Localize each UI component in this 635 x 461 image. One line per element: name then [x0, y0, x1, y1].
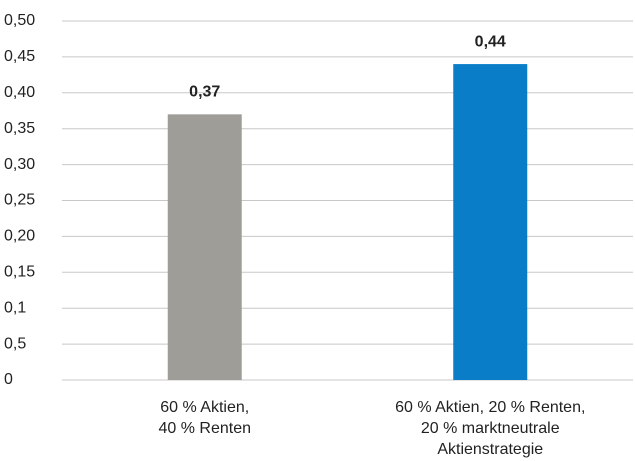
- y-tick-label: 0,15: [4, 264, 35, 281]
- value-label: 0,37: [189, 84, 220, 101]
- y-tick-label: 0,35: [4, 120, 35, 137]
- y-tick-label: 0,20: [4, 228, 35, 245]
- y-tick-label: 0,1: [4, 299, 26, 316]
- y-tick-label: 0,40: [4, 84, 35, 101]
- x-tick-label: 60 % Aktien,: [160, 399, 249, 416]
- x-tick-label: Aktienstrategie: [437, 441, 543, 458]
- y-tick-label: 0,45: [4, 48, 35, 65]
- x-tick-label: 20 % marktneutrale: [421, 420, 560, 437]
- bar: [167, 114, 242, 380]
- x-tick-label: 60 % Aktien, 20 % Renten,: [395, 399, 585, 416]
- y-tick-label: 0,50: [4, 12, 35, 29]
- value-label: 0,44: [475, 33, 506, 50]
- y-tick-label: 0: [4, 371, 13, 388]
- bar: [453, 64, 528, 380]
- y-tick-label: 0,25: [4, 192, 35, 209]
- y-tick-label: 0,5: [4, 335, 26, 352]
- y-tick-label: 0,30: [4, 156, 35, 173]
- x-tick-label: 40 % Renten: [158, 420, 251, 437]
